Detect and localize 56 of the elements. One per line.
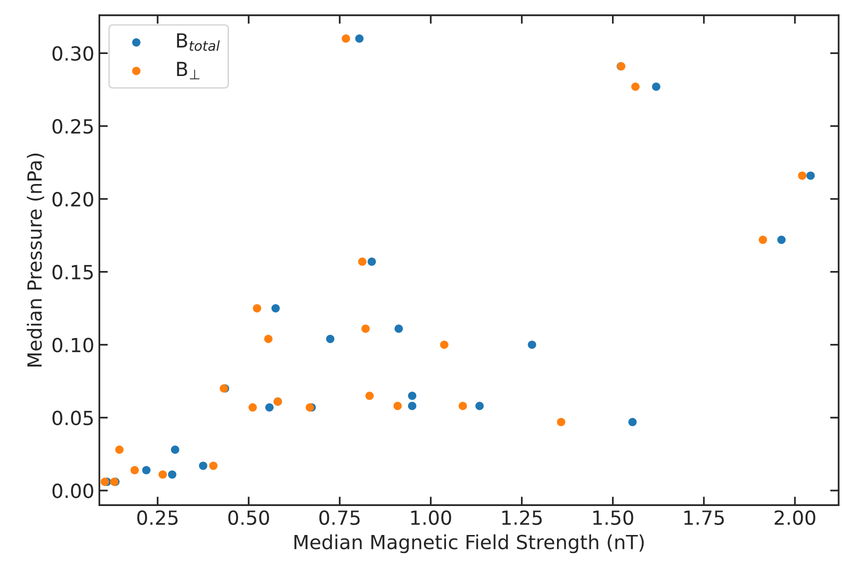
y-tick-label: 0.15 xyxy=(52,264,93,280)
point xyxy=(365,392,374,400)
point xyxy=(798,171,806,180)
x-tick-label: 1.25 xyxy=(502,510,542,526)
point xyxy=(528,340,536,349)
point xyxy=(777,236,786,244)
point xyxy=(393,402,402,410)
x-tick-label: 1.50 xyxy=(593,510,634,526)
x-tick-label: 0.50 xyxy=(228,510,270,526)
point xyxy=(248,403,257,412)
point xyxy=(158,470,167,479)
point xyxy=(100,478,109,486)
point xyxy=(115,446,124,454)
legend-label: B$_{total}$ xyxy=(177,33,220,51)
point xyxy=(652,82,660,91)
y-tick-label: 0.25 xyxy=(52,119,93,134)
y-axis-title: Median Pressure (nPa) xyxy=(26,154,44,366)
point xyxy=(806,171,815,180)
point xyxy=(440,340,448,349)
x-axis-title: Median Magnetic Field Strength (nT) xyxy=(294,534,644,554)
point xyxy=(628,418,637,426)
point xyxy=(758,236,768,244)
x-tick-label: 0.25 xyxy=(137,510,178,526)
point xyxy=(458,402,467,410)
point xyxy=(394,324,403,333)
point xyxy=(271,304,280,312)
point xyxy=(408,392,416,400)
point xyxy=(209,462,218,470)
point xyxy=(264,334,272,344)
point xyxy=(368,257,376,266)
point xyxy=(475,402,484,410)
y-tick-label: 0.00 xyxy=(52,483,94,498)
y-tick-label: 0.10 xyxy=(52,338,94,352)
point xyxy=(361,324,370,333)
point xyxy=(408,402,416,410)
point xyxy=(342,34,350,43)
point xyxy=(265,403,274,412)
x-tick-label: 2.00 xyxy=(774,510,816,526)
point xyxy=(198,462,208,470)
legend-label: B$_{⊥}$ xyxy=(177,62,200,80)
point xyxy=(631,82,640,91)
x-tick-label: 0.75 xyxy=(319,510,360,526)
x-tick-label: 1.00 xyxy=(411,510,452,526)
point xyxy=(556,418,566,426)
x-tick-label: 1.75 xyxy=(684,510,724,526)
point xyxy=(168,470,176,479)
point xyxy=(355,34,364,43)
point xyxy=(142,466,150,474)
y-tick-label: 0.20 xyxy=(52,192,94,207)
y-tick-label: 0.05 xyxy=(52,410,93,426)
point xyxy=(252,304,262,312)
point xyxy=(170,446,180,454)
point xyxy=(130,466,139,474)
point xyxy=(358,257,366,266)
point xyxy=(326,334,334,344)
y-tick-label: 0.30 xyxy=(52,46,94,61)
